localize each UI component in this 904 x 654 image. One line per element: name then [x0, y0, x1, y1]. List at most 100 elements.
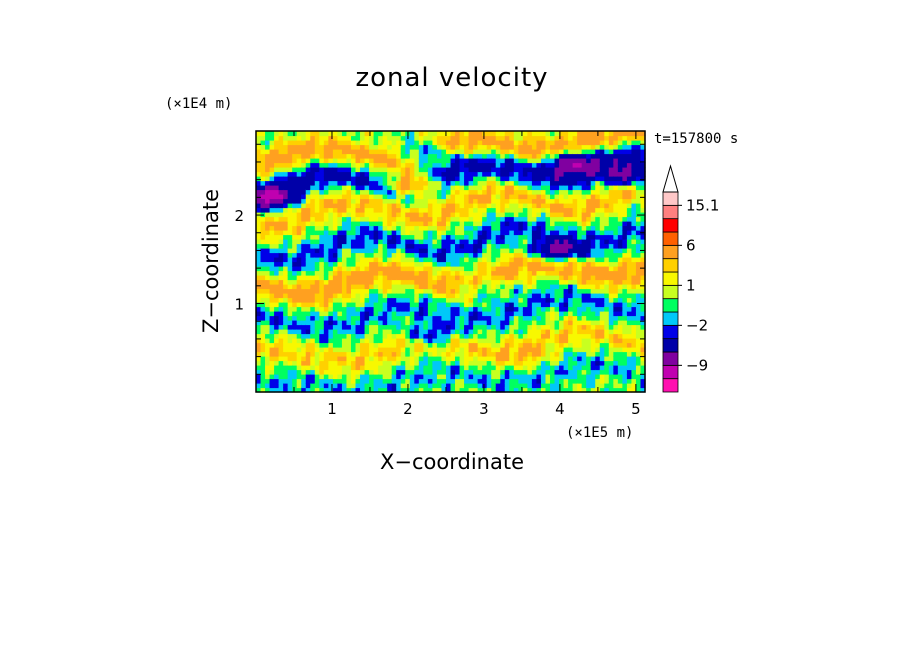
field-cell — [445, 374, 452, 380]
field-cell — [436, 302, 443, 308]
field-cell — [360, 230, 366, 236]
field-cell — [409, 302, 415, 308]
field-cell — [504, 369, 510, 375]
field-cell — [617, 216, 623, 222]
field-cell — [256, 149, 262, 155]
field-cell — [405, 221, 411, 227]
field-cell — [500, 261, 506, 267]
field-cell — [559, 284, 565, 290]
field-cell — [631, 207, 637, 213]
field-cell — [396, 342, 402, 348]
field-cell — [504, 216, 510, 222]
field-cell — [436, 347, 443, 353]
field-cell — [337, 230, 343, 236]
field-cell — [373, 383, 379, 389]
field-cell — [387, 180, 393, 186]
field-cell — [350, 234, 357, 240]
field-cell — [536, 347, 542, 353]
field-cell — [568, 257, 574, 263]
field-cell — [477, 324, 483, 330]
field-cell — [631, 383, 637, 389]
field-cell — [500, 342, 506, 348]
field-cell — [414, 320, 420, 326]
field-cell — [617, 351, 623, 357]
field-cell — [486, 216, 492, 222]
field-cell — [364, 140, 370, 146]
field-cell — [477, 216, 483, 222]
field-cell — [527, 333, 533, 339]
field-cell — [527, 279, 533, 285]
field-cell — [332, 365, 339, 371]
field-cell — [559, 234, 565, 240]
field-cell — [269, 266, 275, 272]
field-cell — [464, 288, 470, 294]
field-cell — [378, 270, 384, 276]
field-cell — [509, 216, 515, 222]
field-cell — [450, 383, 456, 389]
field-cell — [391, 252, 397, 258]
field-cell — [599, 360, 605, 366]
field-cell — [495, 329, 501, 335]
field-cell — [378, 189, 384, 195]
field-cell — [631, 225, 637, 231]
field-cell — [396, 207, 402, 213]
field-cell — [613, 171, 619, 177]
field-cell — [626, 293, 633, 299]
field-cell — [581, 153, 587, 159]
field-cell — [287, 203, 293, 209]
field-cell — [531, 248, 538, 254]
field-cell — [369, 189, 375, 195]
field-cell — [568, 365, 574, 371]
field-cell — [328, 261, 334, 267]
field-cell — [274, 167, 280, 173]
field-cell — [260, 158, 266, 164]
field-cell — [464, 369, 470, 375]
field-cell — [613, 369, 619, 375]
field-cell — [468, 158, 474, 164]
field-cell — [265, 144, 271, 150]
field-cell — [341, 149, 348, 155]
field-cell — [364, 347, 370, 353]
field-cell — [455, 221, 461, 227]
field-cell — [495, 189, 501, 195]
field-cell — [599, 333, 605, 339]
field-cell — [301, 158, 307, 164]
field-cell — [522, 374, 528, 380]
field-cell — [269, 284, 275, 290]
field-cell — [432, 288, 438, 294]
field-cell — [518, 351, 524, 357]
field-cell — [540, 342, 547, 348]
field-cell — [432, 144, 438, 150]
field-cell — [531, 198, 538, 204]
field-cell — [323, 234, 329, 240]
field-cell — [640, 189, 646, 195]
field-cell — [274, 333, 280, 339]
field-cell — [554, 234, 560, 240]
field-cell — [640, 257, 646, 263]
field-cell — [328, 293, 334, 299]
field-cell — [432, 356, 438, 362]
field-cell — [595, 140, 601, 146]
field-cell — [559, 320, 565, 326]
field-cell — [550, 351, 556, 357]
field-cell — [405, 320, 411, 326]
field-cell — [590, 189, 596, 195]
field-cell — [287, 297, 293, 303]
field-cell — [260, 257, 266, 263]
field-cell — [531, 158, 538, 164]
field-cell — [464, 266, 470, 272]
field-cell — [378, 243, 384, 249]
field-cell — [608, 144, 614, 150]
field-cell — [292, 149, 298, 155]
field-cell — [256, 270, 262, 276]
field-cell — [590, 360, 596, 366]
field-cell — [455, 261, 461, 267]
field-cell — [265, 266, 271, 272]
field-cell — [531, 239, 538, 245]
field-cell — [350, 189, 357, 195]
field-cell — [531, 338, 538, 344]
field-cell — [346, 284, 352, 290]
field-cell — [341, 176, 348, 182]
field-cell — [513, 230, 519, 236]
field-cell — [427, 158, 433, 164]
